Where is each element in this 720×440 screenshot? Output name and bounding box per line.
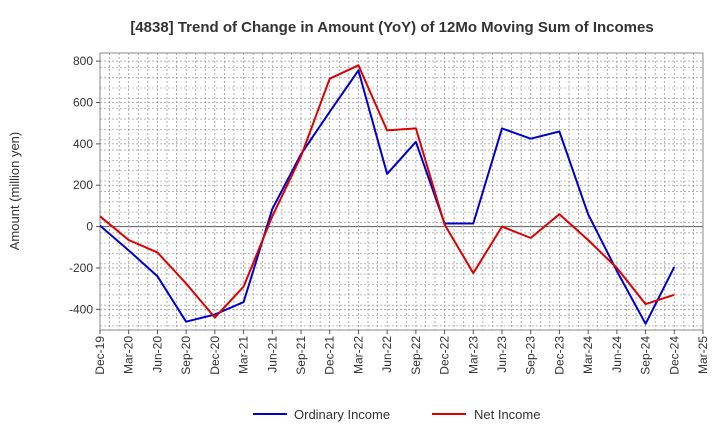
x-tick-label: Mar-24 xyxy=(581,336,595,374)
x-tick-label: Dec-21 xyxy=(323,336,337,375)
y-tick-label: 400 xyxy=(73,137,93,151)
x-tick-label: Mar-23 xyxy=(466,336,480,374)
x-tick-label: Dec-24 xyxy=(667,336,681,375)
y-tick-label: 200 xyxy=(73,178,93,192)
x-tick-label: Sep-20 xyxy=(179,336,193,375)
x-tick-label: Mar-21 xyxy=(237,336,251,374)
x-tick-label: Jun-20 xyxy=(150,336,164,373)
plot-area-border xyxy=(99,52,704,331)
x-tick-label: Sep-22 xyxy=(409,336,423,375)
x-tick-label: Mar-20 xyxy=(122,336,136,374)
x-tick-label: Mar-22 xyxy=(351,336,365,374)
x-axis: Dec-19 Mar-20 Jun-20 Sep-20 Dec-20 Mar-21 Jun-… xyxy=(93,330,710,375)
y-axis: 800 600 400 200 0 -200 -400 xyxy=(69,54,100,316)
x-tick-label: Dec-23 xyxy=(552,336,566,375)
x-tick-label: Sep-21 xyxy=(294,336,308,375)
y-tick-label: 0 xyxy=(86,220,93,234)
y-axis-title: Amount (million yen) xyxy=(7,132,22,251)
legend: Ordinary Income Net Income xyxy=(253,407,540,422)
series-line-net-income xyxy=(99,64,675,319)
x-tick-label: Sep-23 xyxy=(524,336,538,375)
x-tick-label: Sep-24 xyxy=(639,336,653,375)
x-tick-label: Jun-24 xyxy=(610,336,624,373)
y-tick-label: 600 xyxy=(73,96,93,110)
x-tick-label: Jun-21 xyxy=(265,336,279,373)
grid xyxy=(100,53,703,330)
chart-title: [4838] Trend of Change in Amount (YoY) o… xyxy=(130,19,653,36)
x-tick-label: Mar-25 xyxy=(696,336,710,374)
legend-label-net-income: Net Income xyxy=(474,407,540,422)
x-tick-label: Dec-20 xyxy=(208,336,222,375)
series-lines xyxy=(99,64,676,325)
x-tick-label: Dec-22 xyxy=(438,336,452,375)
y-tick-label: -400 xyxy=(69,302,93,316)
y-tick-label: -200 xyxy=(69,261,93,275)
x-tick-label: Jun-22 xyxy=(380,336,394,373)
legend-label-ordinary-income: Ordinary Income xyxy=(294,407,390,422)
x-tick-label: Jun-23 xyxy=(495,336,509,373)
series-line-ordinary-income xyxy=(99,69,676,325)
x-tick-label: Dec-19 xyxy=(93,336,107,375)
y-tick-label: 800 xyxy=(73,54,93,68)
